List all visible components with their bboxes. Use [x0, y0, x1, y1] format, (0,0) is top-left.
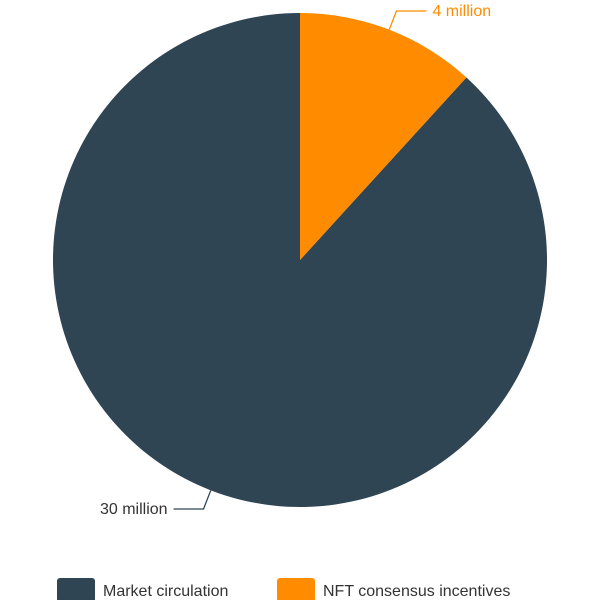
data-label-nft-consensus-incentives: 4 million [432, 3, 491, 20]
legend-item-nft-consensus-incentives[interactable]: NFT consensus incentives [277, 578, 510, 600]
pie-slice-nft-consensus-incentives[interactable] [300, 13, 467, 260]
legend-item-market-circulation[interactable]: Market circulation [57, 578, 228, 600]
legend-swatch-nft-consensus-incentives [277, 578, 315, 600]
pie-slice-market-circulation[interactable] [53, 13, 548, 508]
leader-line-nft-consensus-incentives [388, 10, 427, 30]
data-label-market-circulation: 30 million [100, 501, 168, 518]
legend: Market circulation NFT consensus incenti… [57, 578, 510, 600]
pie-slices [53, 13, 548, 508]
leader-line-market-circulation [173, 490, 212, 510]
legend-swatch-market-circulation [57, 578, 95, 600]
legend-label-market-circulation: Market circulation [103, 583, 228, 600]
legend-label-nft-consensus-incentives: NFT consensus incentives [323, 583, 510, 600]
slice-labels: 30 million 4 million [100, 3, 491, 518]
